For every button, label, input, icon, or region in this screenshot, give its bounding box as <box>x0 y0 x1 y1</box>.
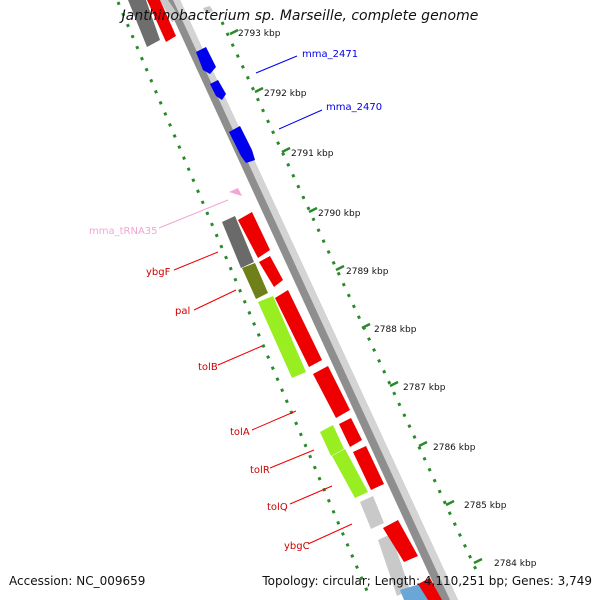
tick-label: 2787 kbp <box>403 383 446 393</box>
tick-mark <box>445 499 455 507</box>
leader-line <box>278 109 323 130</box>
scale-ticks <box>229 28 483 565</box>
tick-mark <box>254 86 264 94</box>
gene-label[interactable]: tolQ <box>267 502 288 513</box>
gene-top-gray[interactable] <box>128 0 160 47</box>
leader-line <box>269 449 315 469</box>
accession-text: Accession: NC_009659 <box>9 574 146 588</box>
leader-line <box>289 485 333 505</box>
tick-label: 2785 kbp <box>464 501 507 511</box>
tick-mark <box>335 264 345 272</box>
tick-label: 2788 kbp <box>374 325 417 335</box>
tick-mark <box>418 440 428 448</box>
gene-red-3[interactable] <box>275 290 322 367</box>
gene-top-red[interactable] <box>147 0 176 42</box>
tick-mark <box>229 28 239 36</box>
tick-label: 2791 kbp <box>291 149 334 159</box>
tick-label: 2792 kbp <box>264 89 307 99</box>
gene-label[interactable]: ybgC <box>284 541 310 552</box>
leader-line <box>217 345 263 366</box>
tick-mark <box>473 557 483 565</box>
leader-line <box>173 251 219 271</box>
gene-mma-2471b[interactable] <box>210 80 226 100</box>
leader-line <box>158 199 229 229</box>
gene-ybgf-gray[interactable] <box>222 216 254 268</box>
tick-label: 2790 kbp <box>318 209 361 219</box>
gene-tolr-lime[interactable] <box>320 425 344 456</box>
gene-ybgc-gray[interactable] <box>360 496 384 529</box>
gene-red-1[interactable] <box>238 212 270 258</box>
gene-red-5[interactable] <box>339 418 362 447</box>
tick-mark <box>389 380 399 388</box>
gene-label[interactable]: tolR <box>250 465 270 476</box>
gene-label[interactable]: tolA <box>230 427 250 438</box>
gene-label[interactable]: mma_2471 <box>302 49 358 60</box>
gene-label[interactable]: pal <box>175 306 190 317</box>
gene-red-7[interactable] <box>383 520 418 562</box>
gene-label[interactable]: tolB <box>198 362 218 373</box>
gene-label[interactable]: ybgF <box>146 267 171 278</box>
tick-label: 2793 kbp <box>238 29 281 39</box>
gene-mma-trna35[interactable] <box>229 188 242 196</box>
tick-mark <box>308 206 318 214</box>
gene-tolb-lime[interactable] <box>258 296 306 378</box>
tick-label: 2784 kbp <box>494 559 537 569</box>
tick-label: 2789 kbp <box>346 267 389 277</box>
inner-dotted-ring <box>116 1 372 599</box>
gene-red-4[interactable] <box>313 366 350 418</box>
leader-line <box>193 289 237 311</box>
gene-tolq-lime[interactable] <box>332 449 368 498</box>
leader-line <box>255 55 298 74</box>
gene-ybgf-olive[interactable] <box>242 263 268 299</box>
gene-mma-2471[interactable] <box>196 47 216 74</box>
gene-bottom-gray[interactable] <box>378 534 410 596</box>
topology-text: Topology: circular; Length: 4,110,251 bp… <box>262 574 592 588</box>
gene-label[interactable]: mma_tRNA35 <box>89 226 158 237</box>
leader-line <box>251 410 297 431</box>
gene-label[interactable]: mma_2470 <box>326 102 382 113</box>
tick-mark <box>361 322 371 330</box>
leader-line <box>307 523 353 545</box>
tick-mark <box>281 146 291 154</box>
tick-label: 2786 kbp <box>433 443 476 453</box>
gene-red-6[interactable] <box>353 446 384 490</box>
gene-mma-2470[interactable] <box>229 126 255 163</box>
genome-title: Janthinobacterium sp. Marseille, complet… <box>121 8 479 24</box>
gene-red-2[interactable] <box>259 256 283 287</box>
